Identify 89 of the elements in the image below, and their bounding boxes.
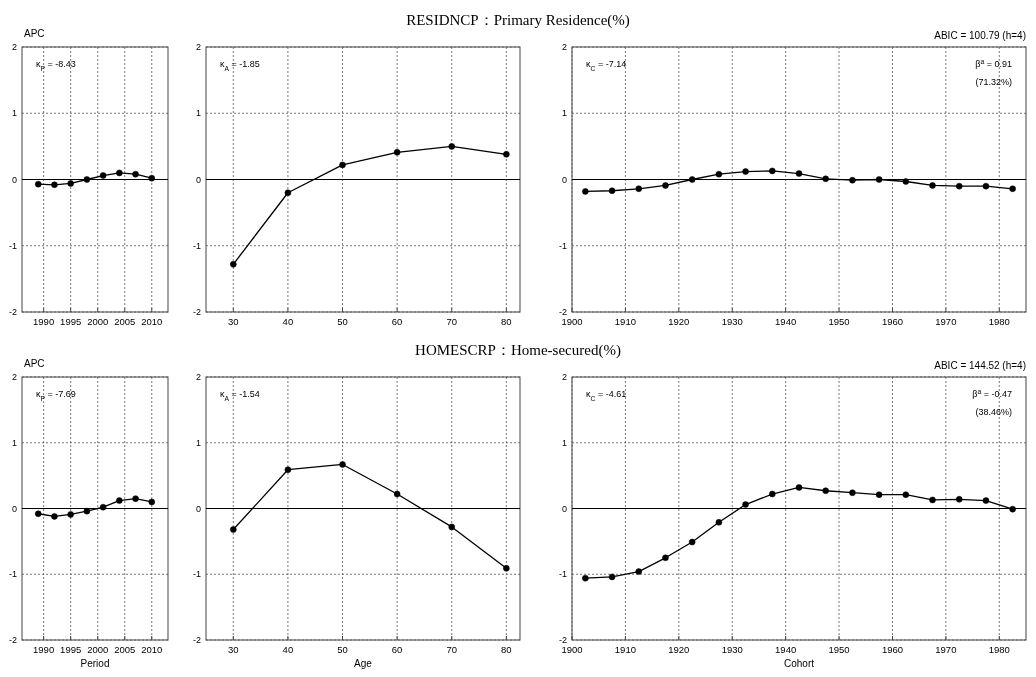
- x-tick-label: 30: [228, 316, 239, 327]
- x-tick-label: 1940: [775, 644, 797, 655]
- y-tick-label: 1: [561, 108, 567, 119]
- annotation: κ$_{P}$ = -8.43: [36, 59, 76, 72]
- x-tick-label: 1900: [561, 644, 583, 655]
- x-tick-label: 80: [501, 316, 512, 327]
- x-tick-label: 2005: [114, 316, 136, 327]
- y-tick-label: 2: [11, 42, 17, 52]
- x-tick-label: 1960: [881, 316, 904, 327]
- annotation: (71.32%): [975, 77, 1012, 87]
- annotation: κ$_{P}$ = -7.69: [36, 389, 76, 402]
- y-axis-title: APC: [24, 28, 45, 39]
- x-tick-label: 40: [282, 316, 294, 327]
- x-tick-label: 1995: [60, 316, 82, 327]
- x-tick-label: 2005: [114, 644, 136, 655]
- x-tick-label: 1920: [668, 316, 690, 327]
- y-tick-label: 0: [11, 174, 17, 185]
- y-tick-label: 0: [195, 503, 201, 514]
- x-tick-label: 1980: [988, 644, 1010, 655]
- x-axis-title: Age: [354, 658, 373, 669]
- y-tick-label: -2: [558, 307, 567, 317]
- annotation: κ$_{A}$ = -1.85: [220, 59, 260, 72]
- y-tick-label: 1: [561, 437, 567, 448]
- y-tick-label: 2: [561, 42, 567, 52]
- y-tick-label: 2: [195, 372, 201, 382]
- x-tick-label: 50: [337, 316, 348, 327]
- x-axis-title: Cohort: [783, 658, 815, 669]
- x-tick-label: 2010: [141, 644, 163, 655]
- x-tick-label: 50: [337, 644, 348, 655]
- annotation: κ$_{A}$ = -1.54: [220, 389, 260, 402]
- x-tick-label: 1940: [775, 316, 797, 327]
- chart-title: RESIDNCP：Primary Residence(%): [406, 12, 630, 29]
- y-tick-label: 0: [195, 174, 201, 185]
- y-tick-label: -2: [192, 307, 201, 317]
- y-tick-label: -1: [558, 240, 567, 251]
- y-tick-label: 2: [561, 372, 567, 382]
- y-tick-label: 1: [195, 437, 201, 448]
- y-tick-label: -1: [192, 240, 201, 251]
- x-tick-label: 2000: [87, 316, 109, 327]
- y-tick-label: 1: [11, 108, 17, 119]
- x-tick-label: 1950: [828, 644, 850, 655]
- y-axis-title: APC: [24, 358, 45, 369]
- x-tick-label: 60: [391, 316, 403, 327]
- annotation: β$^{a}$ = -0.47: [972, 387, 1012, 399]
- x-tick-label: 1910: [614, 316, 636, 327]
- y-tick-label: -1: [8, 240, 17, 251]
- chart-subtitle: ABIC = 100.79 (h=4): [934, 30, 1026, 41]
- y-tick-label: -2: [8, 307, 17, 317]
- x-tick-label: 1930: [721, 316, 743, 327]
- y-tick-label: -2: [558, 635, 567, 645]
- x-tick-label: 1900: [561, 316, 583, 327]
- y-tick-label: 2: [11, 372, 17, 382]
- x-tick-label: 1990: [33, 316, 55, 327]
- x-tick-label: 1970: [935, 644, 957, 655]
- x-tick-label: 2000: [87, 644, 109, 655]
- x-tick-label: 1950: [828, 316, 850, 327]
- x-tick-label: 60: [391, 644, 403, 655]
- y-tick-label: 1: [11, 437, 17, 448]
- y-tick-label: -1: [558, 569, 567, 580]
- y-tick-label: -2: [192, 635, 201, 645]
- chart-title: HOMESCRP：Home-secured(%): [415, 342, 621, 359]
- y-tick-label: 1: [195, 108, 201, 119]
- x-tick-label: 1920: [668, 644, 690, 655]
- y-tick-label: 2: [195, 42, 201, 52]
- x-tick-label: 1930: [721, 644, 743, 655]
- x-axis-title: Period: [80, 658, 110, 669]
- x-tick-label: 1995: [60, 644, 82, 655]
- x-tick-label: 1960: [881, 644, 904, 655]
- y-tick-label: 0: [561, 174, 567, 185]
- y-tick-label: -1: [192, 569, 201, 580]
- x-tick-label: 1970: [935, 316, 957, 327]
- x-tick-label: 1980: [988, 316, 1010, 327]
- y-tick-label: 0: [561, 503, 567, 514]
- x-tick-label: 1910: [614, 644, 636, 655]
- x-tick-label: 2010: [141, 316, 163, 327]
- x-tick-label: 1990: [33, 644, 55, 655]
- annotation: β$^{a}$ = 0.91: [975, 57, 1012, 69]
- annotation: κ$_{C}$ = -4.61: [586, 389, 627, 402]
- y-tick-label: -1: [8, 569, 17, 580]
- x-tick-label: 80: [501, 644, 512, 655]
- annotation: (38.46%): [975, 407, 1012, 417]
- y-tick-label: 0: [11, 503, 17, 514]
- chart-subtitle: ABIC = 144.52 (h=4): [934, 360, 1026, 371]
- x-tick-label: 70: [446, 316, 458, 327]
- x-tick-label: 70: [446, 644, 458, 655]
- x-tick-label: 40: [282, 644, 294, 655]
- annotation: κ$_{C}$ = -7.14: [586, 59, 627, 72]
- y-tick-label: -2: [8, 635, 17, 645]
- x-tick-label: 30: [228, 644, 239, 655]
